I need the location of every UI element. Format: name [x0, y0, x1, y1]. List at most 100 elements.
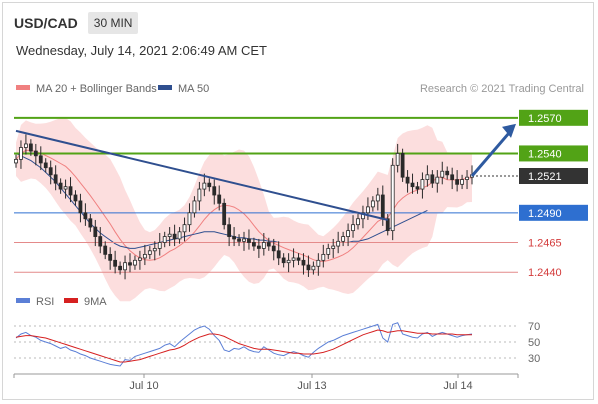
candle-body	[405, 176, 410, 184]
candle-body	[256, 245, 261, 249]
candle-body	[242, 238, 246, 242]
candle-body	[63, 186, 68, 190]
trendline-layer	[15, 123, 516, 221]
resistance-label-box	[519, 145, 588, 162]
rsi-ma9-line	[15, 329, 472, 363]
candle-body	[88, 218, 93, 228]
candle-body	[217, 194, 222, 204]
candle-body	[237, 238, 241, 242]
time-axis-label: Jul 10	[129, 380, 158, 392]
candle-body	[212, 186, 217, 196]
candle-body	[370, 200, 375, 208]
candle-body	[93, 226, 98, 237]
resistance-label: 1.2570	[528, 113, 562, 125]
candle-body	[390, 164, 395, 232]
candle-body	[465, 176, 469, 180]
credit-label: Research © 2021 Trading Central	[420, 83, 584, 95]
forecast-arrow-head	[502, 123, 516, 138]
rsi-panel: 70 50 30	[14, 321, 540, 367]
current-price-label: 1.2521	[528, 171, 562, 183]
pivot-label: 1.2490	[528, 208, 562, 220]
candle-body	[395, 153, 400, 166]
candle-body	[375, 194, 380, 202]
level-labels-layer: 1.2570 1.2540 1.2521 1.2490 1.2465 1.2440	[519, 109, 588, 279]
bollinger-band-layer	[16, 118, 472, 302]
pivot-label-box	[519, 204, 588, 221]
ma9-legend-label: 9MA	[84, 296, 107, 308]
candle-body	[415, 186, 420, 190]
candle-body	[380, 194, 385, 220]
candle-body	[351, 224, 355, 232]
candle-body	[33, 150, 38, 157]
candle-body	[142, 253, 147, 259]
candle-body	[58, 182, 63, 190]
candle-body	[162, 236, 167, 243]
candle-body	[78, 200, 83, 214]
candle-body	[286, 259, 291, 264]
candle-body	[291, 257, 296, 261]
candle-body	[316, 259, 321, 267]
candle-body	[128, 262, 132, 266]
candle-body	[420, 179, 425, 190]
resistance-label: 1.2540	[528, 148, 562, 160]
candle-body	[356, 218, 360, 226]
candle-body	[266, 242, 271, 247]
candle-body	[68, 186, 73, 196]
candle-body	[182, 224, 187, 233]
down-trendline	[15, 129, 388, 221]
rsi-line	[15, 322, 473, 367]
candle-body	[425, 174, 430, 180]
candle-body	[187, 212, 192, 226]
candle-body	[336, 240, 341, 247]
rsi-tick-label: 70	[528, 321, 540, 333]
time-axis-label: Jul 14	[443, 380, 472, 392]
candle-body	[460, 179, 464, 185]
candle-body	[410, 182, 415, 188]
ma9-legend-swatch	[64, 298, 78, 303]
ma50-legend-label: MA 50	[178, 83, 209, 95]
candle-body	[123, 262, 127, 271]
rsi-legend-label: RSI	[36, 296, 54, 308]
candle-body	[271, 245, 276, 252]
candle-body	[321, 253, 326, 261]
candle-body	[222, 202, 227, 226]
candle-body	[19, 147, 23, 160]
candle-body	[152, 248, 157, 252]
candle-body	[73, 194, 78, 202]
candle-body	[192, 200, 197, 214]
candle-body	[118, 265, 122, 271]
candle-body	[366, 206, 370, 214]
candle-body	[281, 257, 286, 264]
candle-body	[147, 250, 152, 255]
datetime-label: Wednesday, July 14, 2021 2:06:49 AM CET	[16, 43, 267, 58]
candle-body	[167, 233, 172, 237]
candle-body	[83, 212, 88, 220]
forecast-arrow-shaft	[470, 130, 512, 177]
ma20-legend-swatch	[16, 85, 30, 90]
rsi-tick-label: 30	[528, 353, 540, 365]
candle-body	[157, 242, 162, 249]
candle-body	[435, 176, 440, 184]
candle-body	[53, 174, 58, 184]
candle-body	[113, 259, 118, 267]
rsi-tick-label: 50	[528, 337, 540, 349]
candle-body	[331, 245, 336, 249]
candle-body	[261, 242, 266, 249]
current-price-box	[519, 168, 588, 184]
candle-body	[202, 182, 207, 190]
candle-body	[232, 236, 236, 240]
candle-body	[227, 224, 232, 237]
interval-badge[interactable]: 30 MIN	[87, 12, 139, 34]
candle-body	[48, 167, 53, 176]
candle-body	[108, 253, 113, 261]
candle-body	[38, 155, 43, 164]
candle-body	[14, 158, 18, 164]
candle-body	[172, 233, 177, 240]
candle-body	[430, 174, 435, 184]
candle-body	[385, 218, 390, 232]
ma20-line	[15, 149, 473, 263]
candle-body	[301, 259, 306, 266]
bollinger-band	[16, 118, 472, 302]
candle-body	[197, 188, 202, 202]
